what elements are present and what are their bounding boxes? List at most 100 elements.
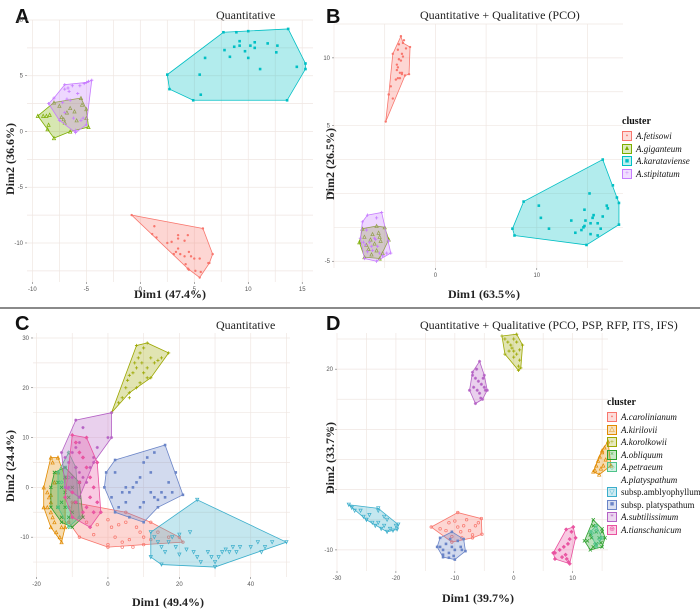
data-point [66,515,71,520]
data-point [547,227,551,230]
data-point [71,116,76,120]
legend-key-icon: ◇ [607,462,617,473]
data-point [124,501,128,504]
data-point [479,396,483,400]
data-point [138,476,142,479]
data-point [479,382,483,386]
data-point [372,241,377,246]
data-point [79,102,85,107]
data-point [594,528,599,533]
data-point [364,228,369,232]
x-tick-label: -5 [84,287,90,293]
data-point [378,251,382,255]
data-point [376,244,380,248]
data-point [601,158,605,161]
data-point [131,371,135,375]
data-point [142,346,146,350]
cluster-subsp-platyspathum [435,530,467,561]
data-point [77,535,82,539]
data-point [68,98,72,102]
cluster-a-petraeum [588,523,605,549]
data-point [82,81,86,86]
data-point [387,93,390,96]
data-point [120,491,124,494]
data-point [573,535,578,540]
data-point [177,552,182,557]
data-point [561,544,566,549]
data-point [444,542,448,546]
data-point [55,505,61,510]
data-point [46,102,51,106]
data-point [50,460,55,465]
data-point [238,39,241,43]
data-point [453,558,457,561]
data-point [597,536,602,542]
data-point [41,484,46,490]
panel-label: C [15,313,30,335]
data-point [395,68,399,72]
data-point [368,237,373,242]
data-point [149,356,153,360]
data-point [205,550,211,555]
y-axis-label: Dim2 (24.4%) [3,430,17,502]
data-point [62,524,68,530]
data-point [580,228,583,232]
legend-key-icon: • [607,412,617,423]
legend-key-icon: ⊕ [607,524,617,535]
data-point [84,435,89,440]
data-point [86,79,91,83]
data-point [198,276,201,279]
data-point [520,343,525,347]
data-point [84,520,89,524]
data-point [140,361,144,365]
data-point [286,27,290,31]
data-point [66,525,71,530]
legend-label: A.fetisowi [636,131,672,142]
data-point [485,388,489,392]
data-point [399,59,403,62]
data-point [450,530,454,534]
data-point [193,257,196,260]
data-point [373,523,378,529]
data-point [163,496,167,499]
data-point [51,100,57,105]
y-tick-label: 10 [326,427,333,433]
data-point [88,525,93,530]
legend-key-icon: * [607,512,617,523]
data-point [51,135,57,141]
data-point [77,515,82,520]
data-point [113,510,117,514]
legend-label: A.stipitatum [636,168,680,179]
data-point [400,52,404,56]
x-tick-label: -10 [28,287,37,293]
legend-key-icon: ▲ [622,143,632,154]
data-point [127,373,131,377]
data-point [211,252,214,256]
data-point [366,246,371,251]
data-point [184,262,187,266]
y-tick-label: -10 [14,241,23,247]
panel-label: B [326,6,341,28]
data-point [52,519,57,525]
data-point [441,555,445,559]
data-point [509,343,513,347]
data-point [61,116,66,122]
data-point [559,555,565,560]
data-point [588,548,593,552]
data-point [596,221,599,225]
data-point [57,103,62,108]
data-point [209,555,214,560]
data-point [183,239,186,242]
data-point [246,29,250,33]
data-point [48,485,53,490]
data-point [462,537,465,541]
panel-label: A [15,6,30,28]
data-point [391,52,395,56]
data-point [608,463,614,468]
data-point [187,268,191,271]
data-point [589,530,595,536]
scatter-plot: -30 -20 -10 0 10 -10 0 10 20 [324,332,614,582]
data-point [369,252,374,257]
data-point [377,234,382,239]
data-point [483,388,488,392]
